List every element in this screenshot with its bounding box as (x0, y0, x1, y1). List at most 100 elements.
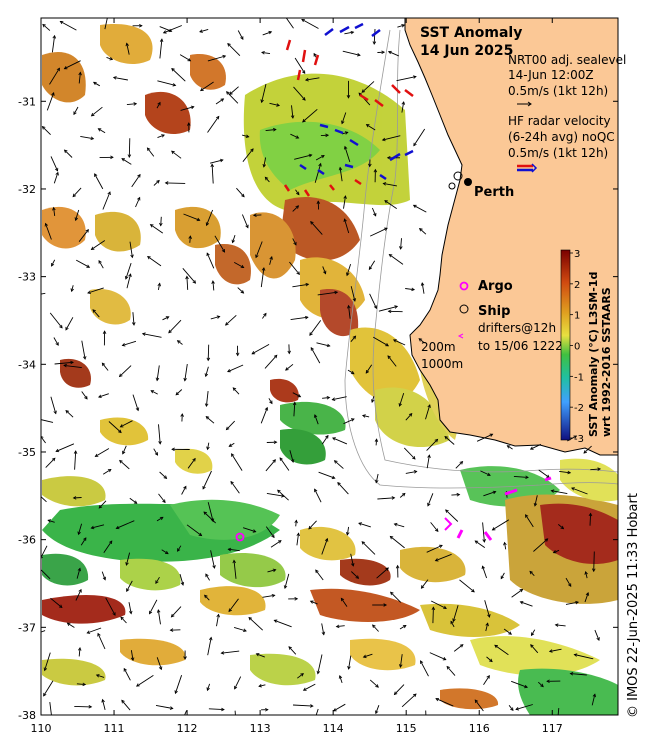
current-vector (553, 549, 560, 554)
current-vector (101, 571, 106, 580)
current-vector (228, 598, 239, 612)
current-vector (292, 392, 301, 398)
current-vector (78, 647, 81, 657)
current-vector-head (402, 624, 407, 629)
current-vector (103, 540, 113, 554)
current-vector-head (398, 403, 402, 407)
current-vector (334, 460, 344, 469)
current-vector-head (92, 309, 96, 313)
current-vector-head (133, 102, 138, 106)
current-vector (292, 283, 309, 288)
current-vector (128, 602, 132, 614)
current-vector-head (122, 450, 126, 455)
current-vector (95, 448, 110, 457)
current-vector-head (325, 133, 330, 138)
current-vector-head (115, 525, 120, 530)
current-vector-head (212, 565, 216, 569)
current-vector-head (177, 548, 181, 552)
current-vector-head (412, 75, 417, 79)
current-vector (261, 51, 271, 55)
current-vector-head (331, 397, 336, 401)
current-vector (591, 694, 596, 706)
current-vector-head (288, 646, 292, 650)
current-vector (73, 106, 79, 115)
current-vector-head (264, 176, 269, 181)
current-vector (339, 675, 343, 684)
current-vector (209, 159, 224, 164)
current-vector-head (163, 475, 168, 479)
current-vector (225, 314, 237, 326)
current-vector-head (427, 502, 431, 507)
current-vector-head (446, 665, 451, 670)
current-vector (583, 445, 592, 454)
current-vector (559, 470, 571, 474)
current-vector-head (157, 101, 161, 106)
y-axis: -31-32-33-34-35-36-37-38 (18, 95, 618, 722)
current-vector (226, 420, 236, 431)
current-vector-head (94, 453, 99, 457)
current-vector-head (295, 205, 300, 209)
current-vector-head (395, 564, 400, 569)
current-vector-head (487, 472, 491, 476)
current-vector (171, 68, 186, 82)
current-vector (343, 418, 355, 425)
current-vector-head (295, 135, 300, 139)
y-tick-label: -35 (18, 446, 36, 459)
current-vector (361, 81, 375, 93)
current-vector-head (206, 357, 211, 362)
current-vector-head (358, 522, 362, 526)
current-vector-head (263, 312, 267, 317)
current-vector-head (188, 235, 192, 239)
current-vector-head (52, 206, 56, 211)
current-vector (44, 652, 51, 671)
current-vector-head (485, 622, 489, 627)
current-vector (310, 347, 321, 364)
current-vector-head (481, 565, 485, 570)
current-vector-head (309, 600, 314, 604)
current-vector (91, 524, 105, 529)
current-vector-head (203, 511, 207, 515)
current-vector-head (147, 256, 151, 260)
current-vector (229, 86, 239, 95)
current-vector-head (326, 396, 331, 400)
current-vector-head (382, 182, 387, 186)
current-vector-head (444, 435, 449, 440)
current-vector (177, 545, 182, 552)
current-vector-head (352, 298, 357, 302)
current-vector-head (252, 213, 257, 217)
current-vector (284, 573, 290, 589)
current-vector-head (351, 562, 355, 567)
current-vector-head (77, 646, 82, 651)
current-vector (305, 77, 320, 81)
current-vector (205, 416, 215, 424)
current-vector (207, 344, 210, 361)
current-vector-head (88, 705, 93, 709)
current-vector (156, 516, 164, 522)
current-vector-head (135, 407, 140, 412)
current-vector (399, 625, 407, 630)
current-vector-head (240, 36, 244, 41)
current-vector-head (110, 155, 114, 160)
current-vector-head (540, 683, 544, 688)
current-vector-head (487, 614, 491, 618)
current-vector (384, 200, 397, 209)
current-vector (571, 487, 588, 495)
current-vector (55, 443, 75, 452)
current-vector-head (232, 559, 237, 564)
current-vector-head (294, 519, 298, 524)
current-vector-head (452, 618, 456, 623)
current-vector-head (162, 499, 166, 504)
current-vector-head (230, 480, 234, 485)
current-vector-head (174, 690, 178, 695)
current-vector-head (361, 89, 366, 93)
current-vector (91, 106, 103, 117)
current-vector (54, 361, 74, 365)
current-vector (265, 129, 276, 132)
current-vector-head (77, 567, 81, 572)
current-vector-head (271, 534, 275, 539)
current-vector-head (90, 136, 95, 141)
current-vector (430, 600, 447, 609)
current-vector (255, 241, 263, 258)
current-vector (425, 404, 431, 420)
current-vector (125, 552, 131, 566)
